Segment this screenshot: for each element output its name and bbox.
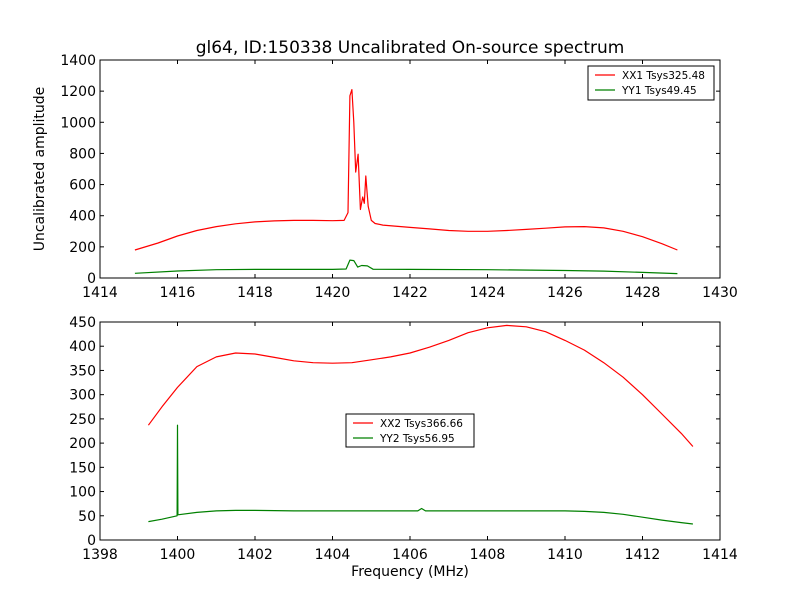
x-tick-label: 1404	[315, 547, 351, 563]
x-tick-label: 1402	[237, 547, 273, 563]
x-tick-label: 1416	[160, 285, 196, 301]
x-axis-label: Frequency (MHz)	[351, 564, 469, 580]
legend: XX1 Tsys325.48 YY1 Tsys49.45	[587, 65, 715, 101]
y-tick-label: 50	[78, 509, 96, 525]
axes-1: 1414 1416 1418 1420 1422 1424 1426 1428 1430 0 200…	[32, 38, 738, 301]
x-tick-label: 1418	[237, 285, 273, 301]
series-line-xx1	[134, 88, 678, 251]
x-tick-label: 1426	[547, 285, 583, 301]
y-tick-label: 450	[69, 315, 96, 331]
legend-label: XX1 Tsys325.48	[622, 70, 705, 82]
y-tick-label: 1200	[60, 84, 96, 100]
y-tick-label: 0	[87, 533, 96, 549]
y-tick-label: 1400	[60, 53, 96, 69]
x-tick-label: 1414	[82, 285, 118, 301]
x-tick-label: 1410	[547, 547, 583, 563]
y-tick-label: 200	[69, 436, 96, 452]
legend-box	[587, 65, 715, 101]
y-tick-label: 150	[69, 460, 96, 476]
series-line-yy2	[148, 424, 693, 525]
y-axis-label: Uncalibrated amplitude	[32, 87, 48, 252]
legend-label: YY1 Tsys49.45	[621, 85, 697, 97]
x-tick-label: 1430	[702, 285, 738, 301]
x-tick-label: 1422	[392, 285, 428, 301]
y-tick-label: 350	[69, 363, 96, 379]
legend: XX2 Tsys366.66 YY2 Tsys56.95	[345, 413, 475, 448]
y-tick-label: 300	[69, 388, 96, 404]
x-tick-label: 1398	[82, 547, 118, 563]
y-tick-label: 400	[69, 209, 96, 225]
x-tick-label: 1428	[625, 285, 661, 301]
x-tick-label: 1400	[160, 547, 196, 563]
y-tick-label: 600	[69, 178, 96, 194]
y-tick-label: 250	[69, 412, 96, 428]
x-tick-label: 1412	[625, 547, 661, 563]
x-tick-label: 1414	[702, 547, 738, 563]
legend-label: YY2 Tsys56.95	[379, 433, 455, 445]
x-tick-label: 1406	[392, 547, 428, 563]
series-line-xx2	[147, 324, 694, 447]
y-tick-label: 800	[69, 146, 96, 162]
legend-box	[345, 413, 475, 448]
x-tick-label: 1408	[470, 547, 506, 563]
y-tick-label: 0	[87, 271, 96, 287]
y-tick-label: 400	[69, 339, 96, 355]
y-tick-label: 100	[69, 485, 96, 501]
series-line-yy1	[134, 259, 678, 275]
legend-label: XX2 Tsys366.66	[380, 418, 463, 430]
axes-2: 1398 1400 1402 1404 1406 1408 1410 1412 1414 0 50 1…	[69, 315, 738, 580]
x-tick-label: 1424	[470, 285, 506, 301]
chart-title: gl64, ID:150338 Uncalibrated On-source s…	[196, 38, 625, 58]
y-tick-label: 1000	[60, 115, 96, 131]
y-tick-label: 200	[69, 240, 96, 256]
x-tick-label: 1420	[315, 285, 351, 301]
